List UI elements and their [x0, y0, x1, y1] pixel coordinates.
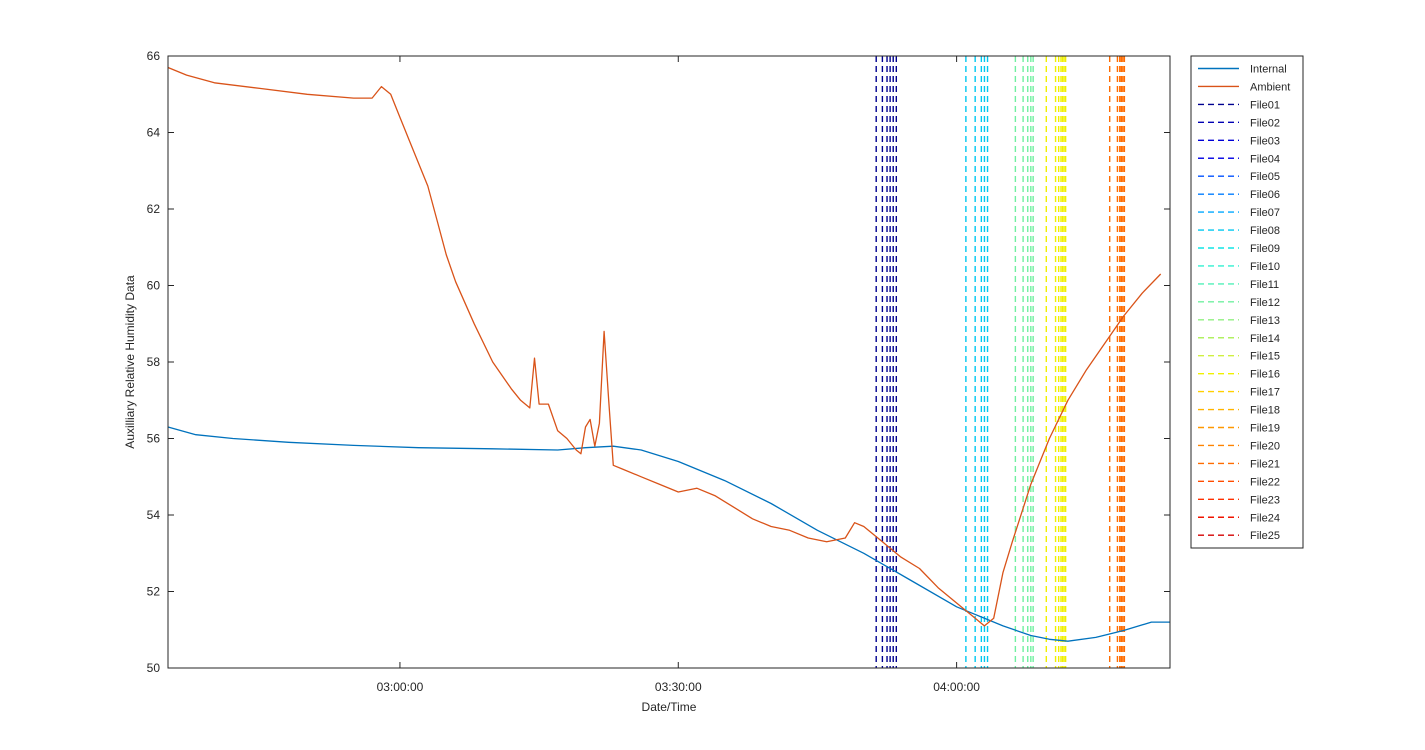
legend-label: File05	[1250, 171, 1280, 183]
legend-label: File23	[1250, 494, 1280, 506]
x-tick-label: 03:00:00	[377, 680, 424, 694]
legend-label: File16	[1250, 369, 1280, 381]
legend: Internal Ambient File01 File02 File03 File04 F…	[1190, 55, 1304, 549]
legend-label: File17	[1250, 387, 1280, 399]
legend-label: File04	[1250, 153, 1280, 165]
legend-label: File19	[1250, 423, 1280, 435]
legend-label: File08	[1250, 225, 1280, 237]
legend-label: File12	[1250, 297, 1280, 309]
legend-label: File18	[1250, 405, 1280, 417]
legend-label: File10	[1250, 261, 1280, 273]
series-line-ambient	[167, 66, 1162, 627]
y-tick-label: 52	[147, 585, 161, 599]
legend-box	[1190, 55, 1304, 549]
y-axis-label: Auxilliary Relative Humidity Data	[123, 275, 137, 449]
y-tick-label: 56	[147, 432, 161, 446]
data-series	[167, 66, 1170, 642]
y-tick-label: 54	[147, 508, 161, 522]
legend-label: File06	[1250, 189, 1280, 201]
legend-label: File15	[1250, 351, 1280, 363]
y-tick-label: 50	[147, 661, 161, 675]
legend-label: File01	[1250, 99, 1280, 111]
legend-label: File02	[1250, 117, 1280, 129]
x-tick-label: 03:30:00	[655, 680, 702, 694]
legend-entries: Internal Ambient File01 File02 File03 File04 F…	[1198, 64, 1290, 542]
legend-label: File25	[1250, 530, 1280, 542]
legend-label: File07	[1250, 207, 1280, 219]
x-axis-ticks: 03:00:00 03:30:00 04:00:00	[377, 56, 980, 694]
legend-label: File03	[1250, 135, 1280, 147]
legend-label: Ambient	[1250, 81, 1290, 93]
legend-label: File11	[1250, 279, 1279, 291]
y-tick-label: 60	[147, 279, 161, 293]
legend-label: File13	[1250, 315, 1280, 327]
y-tick-label: 58	[147, 355, 161, 369]
legend-label: File21	[1250, 458, 1280, 470]
legend-label: File20	[1250, 440, 1280, 452]
y-axis-ticks: 50 52 54 56 58 60 62 64 66	[147, 49, 1170, 675]
legend-label: Internal	[1250, 64, 1287, 76]
x-tick-label: 04:00:00	[933, 680, 980, 694]
legend-label: File14	[1250, 333, 1280, 345]
series-line-internal	[167, 426, 1170, 642]
y-tick-label: 62	[147, 202, 161, 216]
legend-label: File09	[1250, 243, 1280, 255]
x-axis-label: Date/Time	[642, 700, 697, 714]
y-tick-label: 66	[147, 49, 161, 63]
file-marker-lines	[875, 56, 1126, 668]
legend-label: File24	[1250, 512, 1280, 524]
legend-label: File22	[1250, 476, 1280, 488]
y-tick-label: 64	[147, 126, 161, 140]
